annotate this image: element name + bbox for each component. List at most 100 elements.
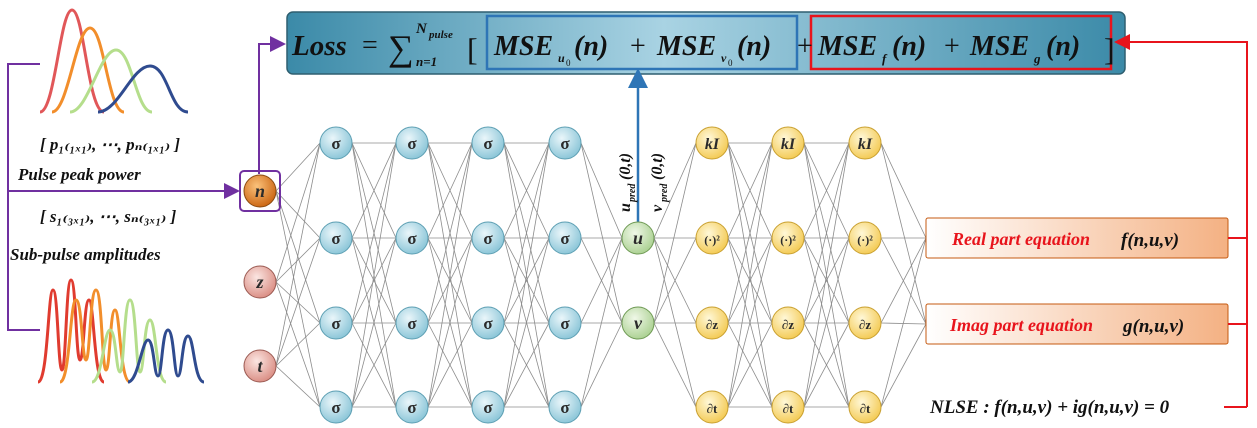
svg-text:σ: σ bbox=[483, 229, 493, 248]
plus-1: + bbox=[630, 31, 646, 62]
mse-v0: MSE bbox=[656, 31, 716, 62]
physics-feedback-lines bbox=[1114, 34, 1248, 408]
input-bracket bbox=[7, 36, 286, 331]
svg-text:σ: σ bbox=[483, 134, 493, 153]
operator-node-dz-1: ∂z bbox=[695, 306, 729, 340]
svg-text:(·)²: (·)² bbox=[704, 233, 720, 247]
sub-pulse-plot bbox=[36, 278, 205, 384]
svg-text:σ: σ bbox=[407, 314, 417, 333]
operator-node-square-3: (·)² bbox=[848, 221, 882, 255]
svg-text:σ: σ bbox=[560, 398, 570, 417]
svg-text:∂t: ∂t bbox=[860, 401, 871, 416]
mse-v0-sub: v bbox=[721, 51, 727, 65]
svg-text:pred: pred bbox=[659, 183, 670, 203]
operator-node-dz-2: ∂z bbox=[771, 306, 805, 340]
loss-label: Loss bbox=[291, 30, 347, 62]
hidden-node-l1-1: σ bbox=[319, 126, 353, 160]
hidden-node-l4-4: σ bbox=[548, 390, 582, 424]
svg-text:(0,t): (0,t) bbox=[649, 153, 666, 180]
svg-text:kI: kI bbox=[858, 136, 873, 153]
mse-u0: MSE bbox=[493, 31, 553, 62]
svg-text:σ: σ bbox=[560, 314, 570, 333]
svg-text:u: u bbox=[617, 203, 634, 212]
real-equation-box: Real part equation f(n,u,v) bbox=[925, 217, 1229, 259]
svg-text:(·)²: (·)² bbox=[857, 233, 873, 247]
svg-text:∂z: ∂z bbox=[782, 317, 794, 332]
output-node-v: v bbox=[621, 306, 655, 340]
subpulse-label: Sub-pulse amplitudes bbox=[10, 245, 161, 264]
output-node-u: u bbox=[621, 221, 655, 255]
svg-text:n: n bbox=[255, 181, 265, 201]
hidden-node-l2-2: σ bbox=[395, 221, 429, 255]
mse-u0-arg: (n) bbox=[574, 31, 608, 62]
operator-node-ki-2: kI bbox=[771, 126, 805, 160]
plus-2: + bbox=[797, 31, 813, 62]
physics-loss-frame bbox=[809, 14, 1113, 71]
mse-g: MSE bbox=[969, 31, 1029, 62]
operator-node-dt-1: ∂t bbox=[695, 390, 729, 424]
svg-text:σ: σ bbox=[331, 314, 341, 333]
hidden-node-l1-2: σ bbox=[319, 221, 353, 255]
svg-text:σ: σ bbox=[331, 229, 341, 248]
svg-text:∂t: ∂t bbox=[783, 401, 794, 416]
hidden-node-l4-2: σ bbox=[548, 221, 582, 255]
svg-text:σ: σ bbox=[560, 229, 570, 248]
hidden-node-l4-1: σ bbox=[548, 126, 582, 160]
hidden-node-l4-3: σ bbox=[548, 306, 582, 340]
svg-text:σ: σ bbox=[483, 398, 493, 417]
svg-text:σ: σ bbox=[407, 398, 417, 417]
svg-text:σ: σ bbox=[407, 229, 417, 248]
real-label: Real part equation bbox=[951, 229, 1090, 249]
mse-v0-arg: (n) bbox=[737, 31, 771, 62]
close-bracket: ] bbox=[1104, 31, 1115, 67]
subpulse-vector: [ s₁₍₃ₓ₁₎, ⋯, sₙ₍₃ₓ₁₎ ] bbox=[40, 207, 177, 226]
plus-3: + bbox=[944, 31, 960, 62]
network-nodes: n z t σ σ σ σ σ σ σ σ σ σ σ σ σ σ σ σ u v kI (·)² ∂z ∂t kI (·)² ∂z ∂… bbox=[239, 126, 882, 424]
sum-symbol: ∑ bbox=[388, 28, 414, 68]
sum-upper-sub: pulse bbox=[428, 29, 453, 41]
hidden-node-l2-3: σ bbox=[395, 306, 429, 340]
sum-upper: N bbox=[415, 21, 428, 37]
peak-power-vector: [ p₁₍₁ₓ₁₎, ⋯, pₙ₍₁ₓ₁₎ ] bbox=[40, 135, 180, 154]
mse-f-sub: f bbox=[882, 51, 888, 66]
hidden-node-l1-4: σ bbox=[319, 390, 353, 424]
svg-text:pred: pred bbox=[627, 183, 638, 203]
hidden-node-l2-1: σ bbox=[395, 126, 429, 160]
mse-f-arg: (n) bbox=[892, 31, 926, 62]
hidden-node-l3-4: σ bbox=[471, 390, 505, 424]
svg-text:kI: kI bbox=[705, 136, 720, 153]
svg-text:t: t bbox=[257, 356, 263, 376]
real-func: f(n,u,v) bbox=[1121, 230, 1179, 251]
loss-box: Loss = ∑ N pulse n=1 [ MSE u 0 (n) + MSE… bbox=[286, 11, 1126, 75]
svg-text:kI: kI bbox=[781, 136, 796, 153]
nlse-equation: NLSE : f(n,u,v) + ig(n,u,v) = 0 bbox=[929, 397, 1170, 418]
svg-text:∂z: ∂z bbox=[859, 317, 871, 332]
mse-u0-subsub: 0 bbox=[566, 58, 571, 68]
peak-power-label: Pulse peak power bbox=[17, 165, 141, 184]
input-node-t: t bbox=[243, 349, 277, 383]
hidden-node-l3-2: σ bbox=[471, 221, 505, 255]
svg-text:v: v bbox=[634, 313, 643, 333]
imag-equation-box: Imag part equation g(n,u,v) bbox=[925, 303, 1229, 345]
svg-text:σ: σ bbox=[331, 398, 341, 417]
hidden-node-l3-1: σ bbox=[471, 126, 505, 160]
svg-text:∂z: ∂z bbox=[706, 317, 718, 332]
hidden-node-l1-3: σ bbox=[319, 306, 353, 340]
input-node-z: z bbox=[243, 265, 277, 299]
operator-node-ki-3: kI bbox=[848, 126, 882, 160]
svg-text:σ: σ bbox=[407, 134, 417, 153]
operator-node-dt-3: ∂t bbox=[848, 390, 882, 424]
operator-node-square-1: (·)² bbox=[695, 221, 729, 255]
mse-v0-subsub: 0 bbox=[728, 58, 733, 68]
mse-f: MSE bbox=[817, 31, 877, 62]
svg-text:(·)²: (·)² bbox=[780, 233, 796, 247]
operator-node-dt-2: ∂t bbox=[771, 390, 805, 424]
operator-node-ki-1: kI bbox=[695, 126, 729, 160]
operator-node-dz-3: ∂z bbox=[848, 306, 882, 340]
hidden-node-l3-3: σ bbox=[471, 306, 505, 340]
svg-text:∂t: ∂t bbox=[707, 401, 718, 416]
svg-text:(0,t): (0,t) bbox=[617, 153, 634, 180]
imag-func: g(n,u,v) bbox=[1122, 316, 1184, 337]
imag-label: Imag part equation bbox=[949, 315, 1093, 335]
